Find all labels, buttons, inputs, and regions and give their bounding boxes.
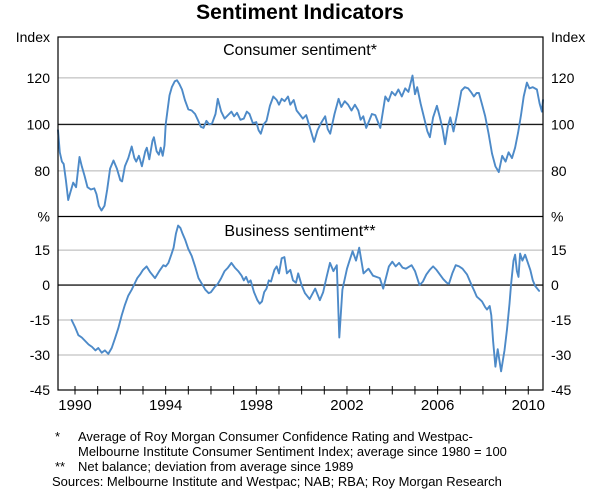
footnotes: * Average of Roy Morgan Consumer Confiden… (52, 429, 592, 489)
y-axis-label-left-Index: Index (16, 29, 50, 45)
x-axis-label-1998: 1998 (240, 397, 273, 414)
plot-area: Index Index 120 120 100 100 80 80 Consumer senti… (16, 29, 586, 414)
y-axis-label-right-15: 15 (551, 242, 567, 258)
x-axis-label-2010: 2010 (512, 397, 545, 414)
footnote-text: Net balance; deviation from average sinc… (78, 459, 354, 474)
y-axis-label-left-80: 80 (34, 163, 50, 179)
panel-title-top: Consumer sentiment* (223, 42, 377, 59)
plot-border (57, 36, 544, 391)
y-axis-label-left-0: 0 (42, 277, 50, 293)
y-axis-label-right--45: -45 (551, 382, 571, 398)
panel-title-bottom: Business sentiment** (224, 223, 375, 240)
series-line-consumer-sentiment (57, 74, 544, 212)
y-axis-label-left-15: 15 (34, 242, 50, 258)
y-axis-label-right-80: 80 (551, 163, 567, 179)
footnote-1-line-2: Melbourne Institute Consumer Sentiment I… (78, 444, 507, 459)
x-axis-label-1994: 1994 (149, 397, 182, 414)
x-axis-label-2006: 2006 (421, 397, 454, 414)
y-axis-label-right--15: -15 (551, 312, 571, 328)
y-axis-label-right-Index: Index (551, 29, 585, 45)
x-axis-label-2002: 2002 (330, 397, 363, 414)
y-axis-label-right-120: 120 (551, 70, 575, 86)
x-axis-label-1990: 1990 (58, 397, 91, 414)
y-axis-label-left-100: 100 (27, 116, 51, 132)
footnote-2-line-1: ** Net balance; deviation from average si… (52, 459, 592, 474)
footnote-marker: * (55, 429, 61, 444)
sources-line: Sources: Melbourne Institute and Westpac… (52, 474, 502, 489)
y-axis-label-right--30: -30 (551, 347, 571, 363)
footnote-1-line-1: * Average of Roy Morgan Consumer Confiden… (52, 429, 592, 444)
footnote-marker: ** (55, 459, 66, 474)
y-axis-label-right-100: 100 (551, 116, 575, 132)
y-axis-label-right-0: 0 (551, 277, 559, 293)
chart-title: Sentiment Indicators (196, 1, 404, 24)
y-axis-label-left--45: -45 (30, 382, 50, 398)
footnote-text: Average of Roy Morgan Consumer Confidenc… (78, 429, 473, 444)
y-axis-label-right-%: % (551, 209, 563, 225)
y-axis-label-left-120: 120 (27, 70, 51, 86)
series-line-business-sentiment (70, 224, 541, 373)
y-axis-label-left--15: -15 (30, 312, 50, 328)
y-axis-label-left-%: % (38, 209, 50, 225)
y-axis-label-left--30: -30 (30, 347, 50, 363)
